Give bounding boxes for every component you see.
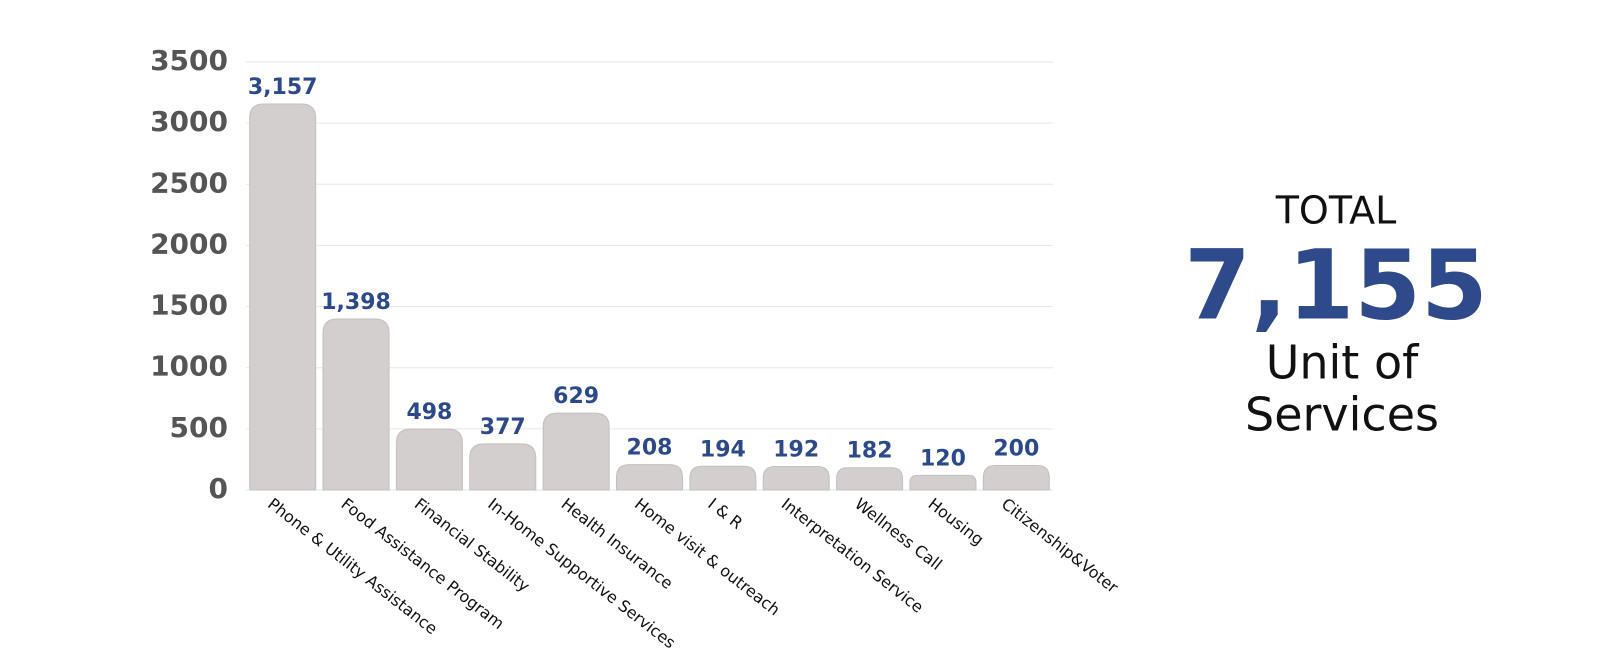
value-label: 194 (700, 437, 746, 462)
value-label: 120 (920, 446, 966, 471)
bar (542, 412, 610, 491)
y-tick-label: 2500 (150, 166, 228, 199)
total-value: 7,155 (1184, 229, 1488, 341)
bar (615, 464, 684, 491)
value-label: 3,157 (248, 75, 318, 100)
bar (395, 428, 463, 491)
value-label: 498 (406, 400, 452, 425)
bar (762, 466, 830, 491)
bar (469, 443, 537, 491)
value-label: 182 (847, 439, 893, 464)
total-caption: Services (1245, 388, 1439, 442)
y-tick-label: 0 (209, 472, 228, 505)
bar (982, 465, 1050, 491)
value-label: 629 (553, 384, 599, 409)
bar (689, 465, 757, 491)
x-tick-label: Home visit & outreach (631, 494, 784, 619)
value-label: 1,398 (321, 290, 391, 315)
total-label: TOTAL (1275, 189, 1397, 233)
y-tick-label: 3500 (150, 44, 228, 77)
bar (249, 103, 317, 491)
x-tick-label: I & R (704, 494, 746, 533)
value-label: 192 (773, 438, 819, 463)
x-tick-label: Citizenship&Voter (998, 494, 1122, 597)
bar (836, 467, 904, 491)
y-tick-label: 500 (170, 411, 228, 444)
value-label: 377 (480, 415, 526, 440)
y-tick-label: 3000 (150, 105, 228, 138)
value-label: 200 (993, 437, 1039, 462)
y-tick-label: 1500 (150, 289, 228, 322)
x-tick-label: Housing (924, 494, 987, 549)
x-tick-label: Interpretation Service (778, 494, 927, 617)
y-tick-label: 2000 (150, 227, 228, 260)
total-caption: Unit of (1266, 336, 1420, 390)
bar (322, 318, 390, 491)
bar (909, 474, 977, 491)
y-tick-label: 1000 (150, 350, 228, 383)
value-label: 208 (627, 436, 673, 461)
